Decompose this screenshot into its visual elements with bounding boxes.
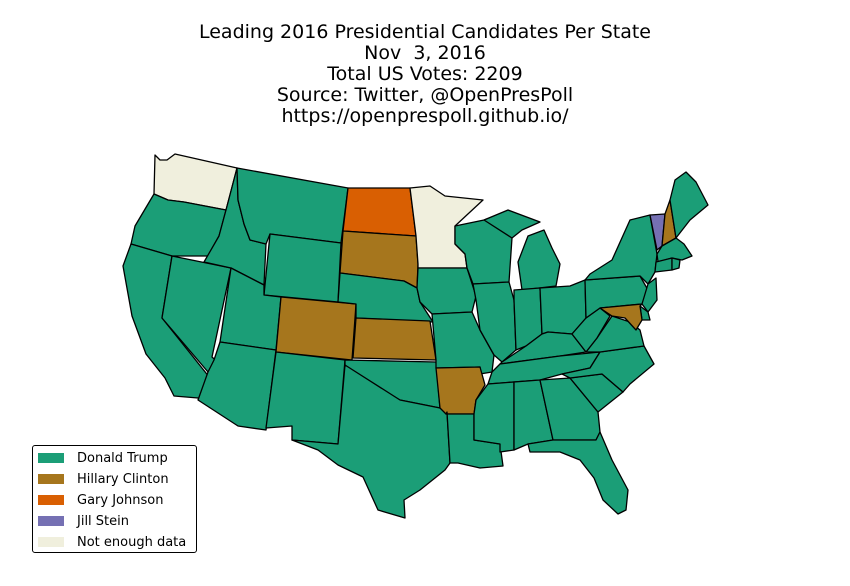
state-nc[interactable]	[561, 345, 655, 393]
legend-swatch	[38, 537, 64, 547]
state-nm[interactable]	[265, 351, 346, 445]
legend-label: Jill Stein	[77, 513, 129, 529]
legend-swatch	[38, 516, 64, 526]
state-md[interactable]	[599, 303, 643, 331]
title-date: Nov 3, 2016	[364, 42, 486, 64]
legend-label: Not enough data	[77, 534, 187, 550]
state-ny[interactable]	[584, 214, 658, 285]
legend-swatch	[38, 453, 64, 463]
state-mi[interactable]	[483, 209, 561, 291]
legend-label: Gary Johnson	[77, 492, 164, 508]
legend: Donald Trump Hillary Clinton Gary Johnso…	[32, 445, 197, 553]
state-ia[interactable]	[416, 267, 477, 315]
state-fl[interactable]	[527, 431, 629, 515]
state-nj[interactable]	[641, 277, 658, 313]
title-url: https://openprespoll.github.io/	[281, 105, 569, 127]
map-title: Leading 2016 Presidential Candidates Per…	[0, 22, 850, 127]
state-wy[interactable]	[263, 233, 342, 303]
legend-item-clinton: Hillary Clinton	[38, 469, 169, 489]
title-source: Source: Twitter, @OpenPresPoll	[276, 84, 574, 106]
legend-item-trump: Donald Trump	[38, 448, 168, 468]
legend-swatch	[38, 474, 64, 484]
state-ri[interactable]	[671, 257, 681, 271]
title-votes: Total US Votes: 2209	[327, 63, 523, 85]
state-mo[interactable]	[431, 311, 495, 375]
state-mt[interactable]	[236, 167, 349, 245]
state-me[interactable]	[669, 171, 709, 239]
legend-item-stein: Jill Stein	[38, 511, 129, 531]
legend-item-johnson: Gary Johnson	[38, 490, 163, 510]
legend-label: Hillary Clinton	[77, 471, 169, 487]
legend-item-nodata: Not enough data	[38, 532, 186, 552]
state-ks[interactable]	[352, 317, 437, 361]
legend-label: Donald Trump	[77, 450, 168, 466]
legend-swatch	[38, 495, 64, 505]
title-line: Leading 2016 Presidential Candidates Per…	[198, 21, 651, 43]
state-nd[interactable]	[342, 187, 417, 237]
state-co[interactable]	[275, 296, 357, 361]
